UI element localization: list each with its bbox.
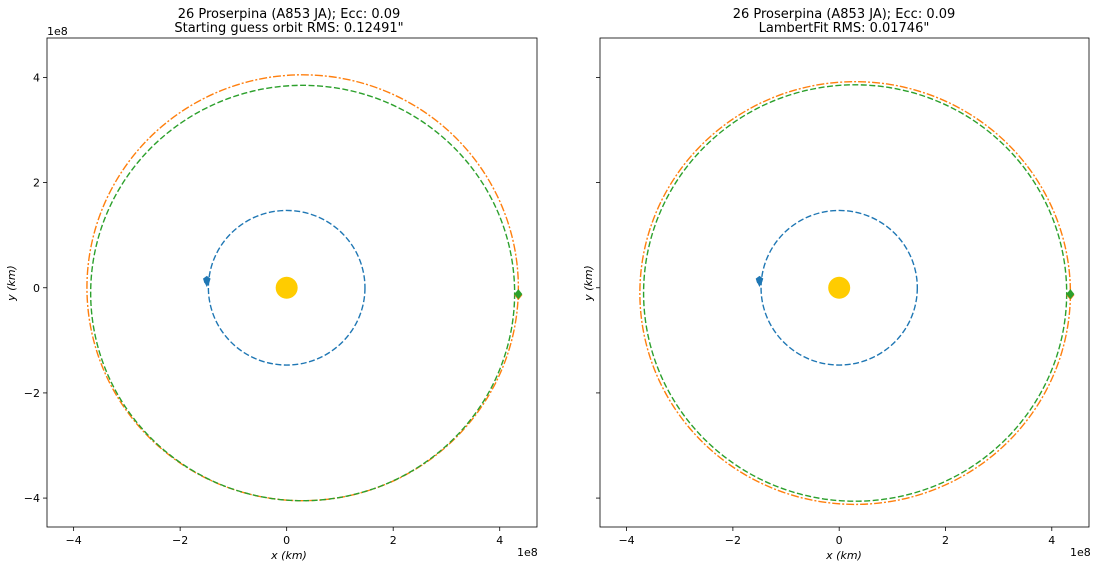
left-chart-x-tick-label: −2 bbox=[172, 534, 188, 547]
right-chart-orbit-0 bbox=[760, 209, 919, 366]
left-chart-position-marker-3 bbox=[514, 289, 523, 300]
right-chart-position-marker-1 bbox=[756, 281, 763, 288]
left-chart-y-tick-label: 2 bbox=[33, 177, 40, 190]
left-chart-orbit-1 bbox=[86, 74, 520, 502]
left-chart-x-axis-label: x (km) bbox=[270, 549, 307, 562]
right-chart-axes-frame bbox=[599, 37, 1090, 528]
left-chart-orbit-2 bbox=[89, 84, 516, 502]
left-chart-axes-frame bbox=[46, 37, 538, 528]
right-chart-x-tick-label: −4 bbox=[618, 534, 634, 547]
right-chart-title-line2: LambertFit RMS: 0.01746" bbox=[759, 21, 930, 36]
right-chart-x-tick-label: 2 bbox=[942, 534, 949, 547]
left-chart-position-marker-1 bbox=[203, 281, 210, 288]
right-chart-position-marker-3 bbox=[1066, 289, 1075, 300]
right-chart-orbit-2 bbox=[642, 84, 1068, 502]
left-chart-y-tick-label: −4 bbox=[24, 492, 40, 505]
left-chart-title-line1: 26 Proserpina (A853 JA); Ecc: 0.09 bbox=[178, 7, 401, 22]
right-chart-x-tick-label: 0 bbox=[836, 534, 843, 547]
right-chart-x-axis-label: x (km) bbox=[825, 549, 862, 562]
right-chart-title-line1: 26 Proserpina (A853 JA); Ecc: 0.09 bbox=[733, 7, 956, 22]
left-chart-x-tick-label: 0 bbox=[283, 534, 290, 547]
left-chart-x-tick-label: −4 bbox=[66, 534, 82, 547]
left-chart-panel: 26 Proserpina (A853 JA); Ecc: 0.09 Start… bbox=[5, 7, 538, 562]
left-chart-y-scale-label: 1e8 bbox=[47, 25, 68, 38]
right-chart-sun-marker bbox=[828, 276, 851, 299]
left-chart-y-tick-label: −2 bbox=[24, 387, 40, 400]
left-chart-x-tick-label: 2 bbox=[390, 534, 397, 547]
left-chart-title-line2: Starting guess orbit RMS: 0.12491" bbox=[174, 21, 403, 36]
right-chart-x-scale-label: 1e8 bbox=[1070, 546, 1091, 559]
left-chart-x-scale-label: 1e8 bbox=[517, 546, 538, 559]
right-chart-x-tick-label: 4 bbox=[1048, 534, 1055, 547]
left-chart-y-tick-label: 4 bbox=[33, 71, 40, 84]
left-chart-x-tick-label: 4 bbox=[496, 534, 503, 547]
right-chart-x-tick-label: −2 bbox=[725, 534, 741, 547]
left-chart-sun-marker bbox=[275, 276, 298, 299]
right-chart-panel: 26 Proserpina (A853 JA); Ecc: 0.09 Lambe… bbox=[582, 7, 1091, 562]
right-chart-orbit-1 bbox=[639, 80, 1072, 506]
left-chart-y-tick-label: 0 bbox=[33, 282, 40, 295]
left-chart-y-axis-label: y (km) bbox=[5, 265, 18, 302]
left-chart-orbit-0 bbox=[207, 209, 366, 366]
right-chart-y-axis-label: y (km) bbox=[582, 265, 595, 302]
